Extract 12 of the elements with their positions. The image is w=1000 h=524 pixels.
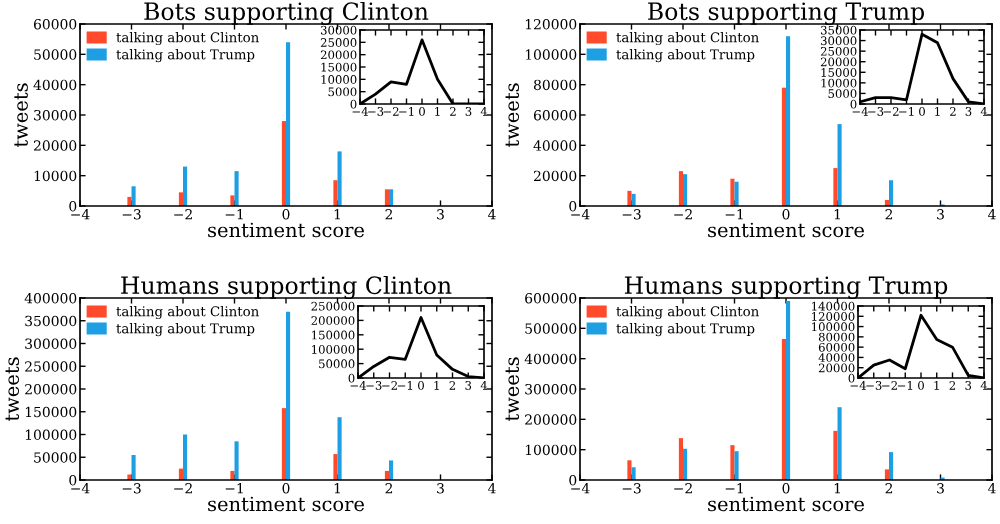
chart-title: Bots supporting Clinton	[144, 1, 429, 26]
x-axis-title: sentiment score	[708, 496, 864, 512]
y-axis-title: tweets	[505, 83, 520, 148]
x-axis-title: sentiment score	[208, 496, 364, 512]
y-axis-title: tweets	[505, 357, 520, 422]
y-axis-title: tweets	[14, 83, 28, 148]
x-axis-title: sentiment score	[208, 222, 364, 238]
y-axis-title: tweets	[5, 357, 20, 422]
x-axis-title: sentiment score	[708, 222, 864, 238]
chart-title: Bots supporting Trump	[648, 2, 924, 26]
chart-title: Humans supporting Trump	[624, 276, 948, 300]
chart-title: Humans supporting Clinton	[121, 275, 452, 300]
